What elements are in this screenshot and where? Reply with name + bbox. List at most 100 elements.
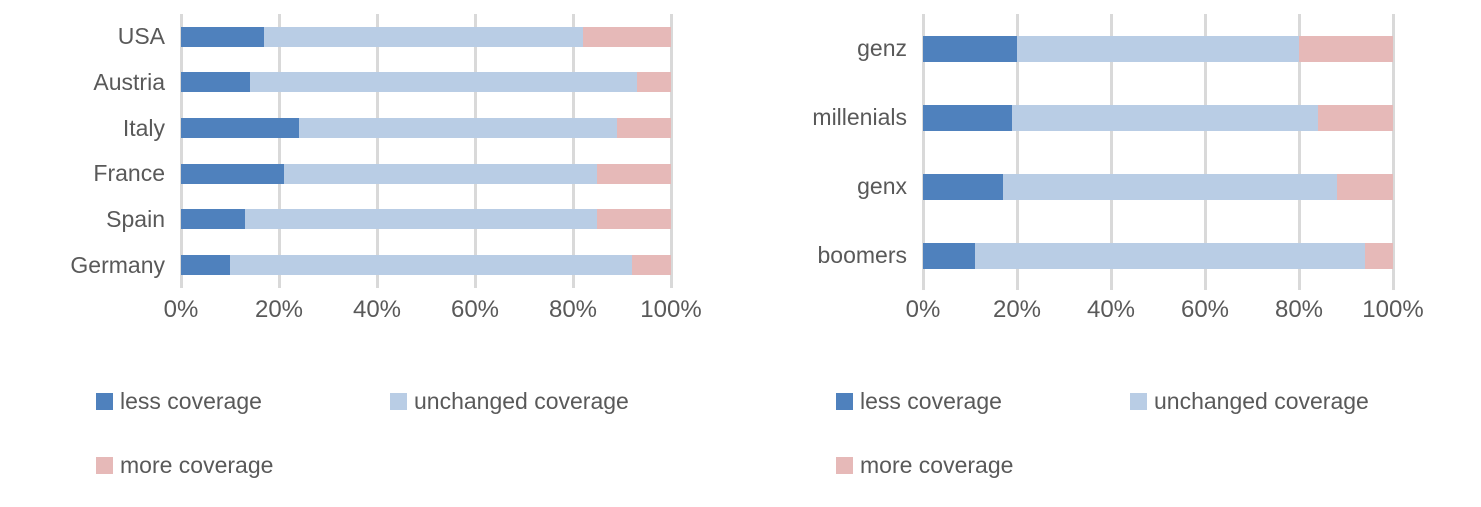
bar-segment-less-coverage xyxy=(181,209,245,230)
bar-row: Austria xyxy=(93,60,671,106)
bar-segment-unchanged-coverage xyxy=(298,118,618,139)
category-label: Spain xyxy=(106,205,165,232)
more-coverage-swatch-icon xyxy=(96,457,113,474)
bar-segment-less-coverage xyxy=(181,163,284,184)
stacked-bar xyxy=(181,118,671,139)
stacked-bar xyxy=(181,26,671,47)
bar-row: Germany xyxy=(70,242,671,288)
category-label: Austria xyxy=(93,68,165,95)
x-tick-label: 100% xyxy=(1362,296,1424,323)
legend-item-unchanged-coverage: unchanged coverage xyxy=(390,390,629,413)
bar-row: USA xyxy=(118,14,671,60)
legend-item-less-coverage: less coverage xyxy=(836,390,1002,413)
x-tick-label: 40% xyxy=(1086,296,1136,323)
bar-row: genz xyxy=(857,14,1393,83)
stacked-bar xyxy=(181,163,671,184)
bar-segment-more-coverage xyxy=(597,163,671,184)
gridline xyxy=(473,14,477,288)
stacked-bar xyxy=(923,104,1393,131)
plot-area: USA Austria Italy France Spain Germany xyxy=(70,14,673,288)
legend-item-unchanged-coverage: unchanged coverage xyxy=(1130,390,1369,413)
bar-segment-less-coverage xyxy=(923,104,1013,131)
legend-label: more coverage xyxy=(860,452,1014,478)
bar-segment-unchanged-coverage xyxy=(230,255,632,276)
gridline xyxy=(1297,14,1301,290)
category-label: genx xyxy=(857,173,907,199)
gridline xyxy=(571,14,575,288)
bar-segment-more-coverage xyxy=(597,209,671,230)
stacked-bar xyxy=(181,255,671,276)
gridline xyxy=(1109,14,1113,290)
bar-segment-more-coverage xyxy=(1364,242,1393,269)
x-tick-label: 0% xyxy=(905,296,941,323)
x-tick-label: 80% xyxy=(548,296,598,323)
gridline xyxy=(277,14,281,288)
stacked-bar xyxy=(181,72,671,93)
legend: less coverage unchanged coverage more co… xyxy=(836,390,1456,490)
bar-segment-unchanged-coverage xyxy=(974,242,1365,269)
bar-segment-unchanged-coverage xyxy=(249,72,637,93)
bar-segment-unchanged-coverage xyxy=(264,26,583,47)
legend: less coverage unchanged coverage more co… xyxy=(96,390,716,490)
plot-area: genz millenials genx boomers xyxy=(812,14,1395,290)
unchanged-coverage-swatch-icon xyxy=(1130,393,1147,410)
x-axis: 0% 20% 40% 60% 80% 100% xyxy=(164,296,702,328)
bar-segment-unchanged-coverage xyxy=(283,163,598,184)
gridline xyxy=(669,14,673,288)
bar-segment-unchanged-coverage xyxy=(1012,104,1318,131)
gridline xyxy=(1203,14,1207,290)
bar-segment-more-coverage xyxy=(1336,173,1393,200)
stacked-bar xyxy=(923,173,1393,200)
bar-row: boomers xyxy=(818,221,1393,290)
less-coverage-swatch-icon xyxy=(836,393,853,410)
legend-label: less coverage xyxy=(860,388,1002,414)
category-label: France xyxy=(93,160,165,187)
x-tick-label: 100% xyxy=(640,296,702,323)
bar-row: Spain xyxy=(106,197,671,243)
legend-item-less-coverage: less coverage xyxy=(96,390,262,413)
bar-segment-unchanged-coverage xyxy=(244,209,598,230)
generation-chart-panel: genz millenials genx boomers 0% 20% 40% 60% 80%… xyxy=(740,0,1481,507)
category-label: Germany xyxy=(70,251,165,278)
bar-row: millenials xyxy=(812,83,1393,152)
gridline xyxy=(1391,14,1395,290)
stacked-bar xyxy=(181,209,671,230)
bar-segment-unchanged-coverage xyxy=(1017,35,1299,62)
gridline xyxy=(1015,14,1019,290)
bar-segment-less-coverage xyxy=(923,35,1017,62)
category-label: Italy xyxy=(122,114,165,141)
x-tick-label: 60% xyxy=(450,296,500,323)
bar-segment-more-coverage xyxy=(631,255,671,276)
bar-segment-less-coverage xyxy=(923,242,975,269)
bar-segment-less-coverage xyxy=(923,173,1003,200)
bar-segment-less-coverage xyxy=(181,26,265,47)
bar-segment-less-coverage xyxy=(181,72,250,93)
more-coverage-swatch-icon xyxy=(836,457,853,474)
bar-segment-more-coverage xyxy=(636,72,671,93)
x-tick-label: 60% xyxy=(1180,296,1230,323)
x-tick-label: 80% xyxy=(1274,296,1324,323)
less-coverage-swatch-icon xyxy=(96,393,113,410)
gridline xyxy=(179,14,183,288)
legend-label: less coverage xyxy=(120,388,262,414)
bar-segment-more-coverage xyxy=(617,118,671,139)
legend-item-more-coverage: more coverage xyxy=(96,454,273,477)
bar-segment-more-coverage xyxy=(582,26,671,47)
bar-row: France xyxy=(93,151,671,197)
bar-segment-unchanged-coverage xyxy=(1002,173,1337,200)
bar-segment-more-coverage xyxy=(1317,104,1393,131)
gridline xyxy=(921,14,925,290)
bar-segment-less-coverage xyxy=(181,118,299,139)
gridline xyxy=(375,14,379,288)
category-label: millenials xyxy=(812,104,907,130)
legend-label: more coverage xyxy=(120,452,274,478)
x-tick-label: 40% xyxy=(352,296,402,323)
category-label: boomers xyxy=(817,242,907,268)
x-tick-label: 20% xyxy=(992,296,1042,323)
legend-item-more-coverage: more coverage xyxy=(836,454,1013,477)
x-tick-label: 0% xyxy=(163,296,199,323)
x-tick-label: 20% xyxy=(254,296,304,323)
bar-segment-less-coverage xyxy=(181,255,230,276)
country-chart-panel: USA Austria Italy France Spain Germany 0% 20% 4… xyxy=(0,0,740,507)
bar-segment-more-coverage xyxy=(1299,35,1393,62)
